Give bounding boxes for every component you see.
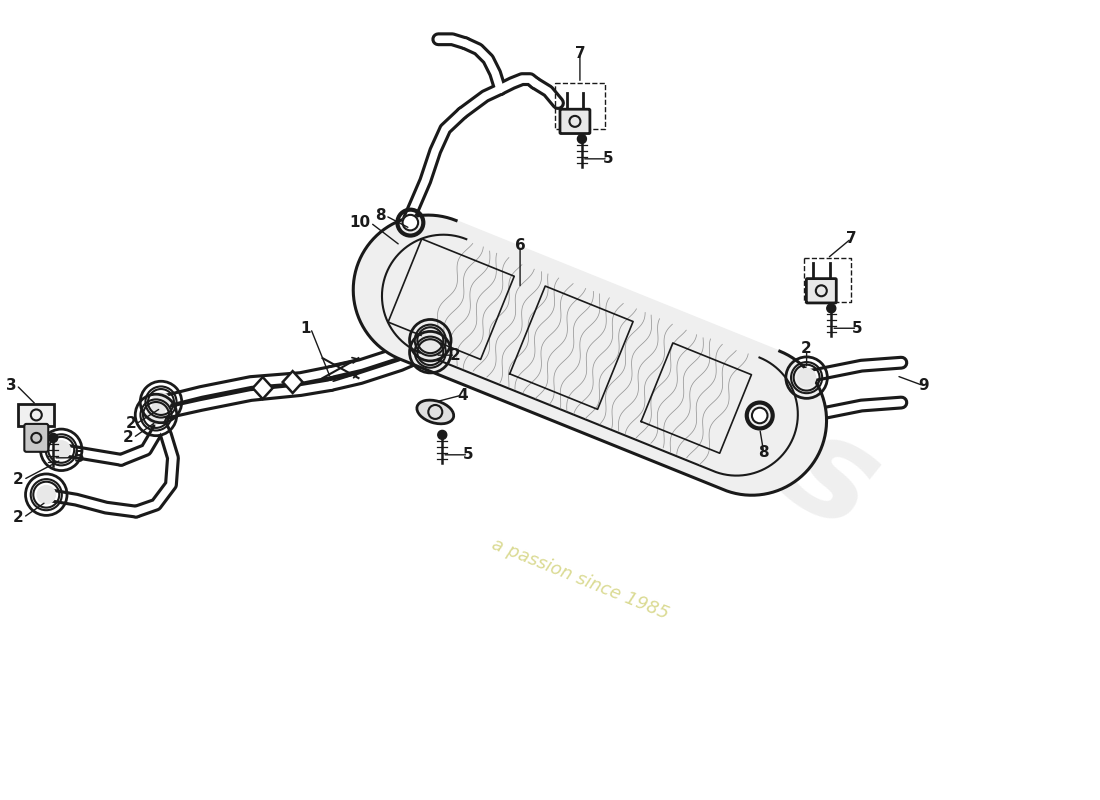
- Circle shape: [578, 134, 586, 143]
- Text: 7: 7: [846, 231, 857, 246]
- Text: ares: ares: [538, 281, 901, 559]
- Text: 5: 5: [851, 321, 862, 336]
- Circle shape: [438, 430, 447, 439]
- Circle shape: [147, 406, 165, 424]
- Text: 2: 2: [450, 348, 461, 362]
- Circle shape: [752, 408, 768, 423]
- Circle shape: [827, 304, 836, 313]
- Polygon shape: [283, 371, 302, 393]
- Text: 5: 5: [463, 447, 473, 462]
- Text: 9: 9: [918, 378, 928, 393]
- Text: 6: 6: [515, 238, 526, 253]
- FancyBboxPatch shape: [19, 404, 54, 426]
- Circle shape: [52, 441, 70, 459]
- Circle shape: [798, 369, 816, 386]
- Text: 3: 3: [6, 378, 16, 393]
- Text: 5: 5: [74, 450, 85, 466]
- Text: 8: 8: [758, 445, 769, 460]
- Text: 5: 5: [603, 151, 613, 166]
- Circle shape: [403, 215, 418, 230]
- Text: 2: 2: [801, 342, 812, 356]
- Polygon shape: [353, 215, 826, 495]
- Polygon shape: [253, 377, 273, 399]
- FancyBboxPatch shape: [24, 424, 48, 452]
- FancyBboxPatch shape: [806, 278, 836, 303]
- Circle shape: [421, 343, 439, 362]
- Text: 2: 2: [12, 472, 23, 487]
- Circle shape: [48, 434, 57, 442]
- Circle shape: [37, 486, 55, 504]
- Ellipse shape: [417, 400, 453, 424]
- Circle shape: [152, 393, 170, 411]
- Text: 2: 2: [122, 430, 133, 446]
- Text: 7: 7: [574, 46, 585, 61]
- Text: 4: 4: [456, 387, 468, 402]
- Text: a passion since 1985: a passion since 1985: [488, 535, 671, 623]
- FancyBboxPatch shape: [560, 110, 590, 134]
- Text: 10: 10: [350, 215, 371, 230]
- Text: 2: 2: [12, 510, 23, 525]
- Text: 1: 1: [300, 321, 310, 336]
- Circle shape: [421, 331, 439, 350]
- Text: 8: 8: [375, 208, 385, 223]
- Text: 2: 2: [125, 417, 136, 431]
